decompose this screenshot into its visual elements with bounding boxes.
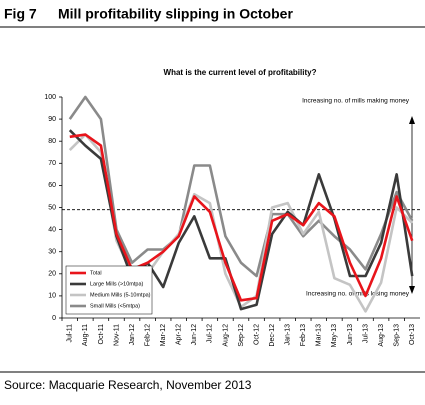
figure-label: Fig 7 — [4, 6, 37, 22]
annotation: Increasing no. of mills losing money — [306, 291, 410, 298]
x-tick-label: Jul-11 — [67, 324, 74, 343]
x-tick-label: Jun-12 — [191, 324, 198, 346]
y-tick-label: 90 — [48, 116, 56, 123]
x-tick-label: Jul-12 — [207, 324, 214, 343]
legend-label: Total — [90, 270, 102, 276]
series-line — [69, 133, 414, 302]
y-tick-label: 50 — [48, 204, 56, 211]
x-tick-label: Apr-12 — [176, 324, 183, 345]
x-tick-label: Jun-13 — [347, 324, 354, 346]
legend-label: Large Mills (>10mtpa) — [90, 281, 144, 287]
x-tick-label: Jan-12 — [129, 324, 136, 346]
y-tick-label: 80 — [48, 138, 56, 145]
chart-title: Mill profitability slipping in October — [58, 6, 293, 22]
x-tick-label: Mar-13 — [316, 324, 323, 346]
x-tick-label: Dec-12 — [269, 324, 276, 347]
source: Source: Macquarie Research, November 201… — [4, 378, 252, 392]
y-tick-label: 10 — [48, 293, 56, 300]
x-tick-label: Sep-12 — [238, 324, 245, 347]
x-tick-label: Feb-13 — [300, 324, 307, 346]
annotation: Increasing no. of mills making money — [302, 98, 410, 105]
x-tick-label: Feb-12 — [144, 324, 151, 346]
arrow-head — [409, 116, 415, 124]
y-tick-label: 60 — [48, 182, 56, 189]
x-tick-label: Jul-13 — [362, 324, 369, 343]
y-tick-label: 70 — [48, 160, 56, 167]
y-tick-label: 100 — [44, 94, 56, 101]
x-tick-label: Oct-11 — [98, 324, 105, 345]
legend-label: Small Mills (<5mtpa) — [90, 303, 140, 309]
x-tick-label: Oct-13 — [409, 324, 416, 345]
x-tick-label: Sep-13 — [393, 324, 400, 347]
series-line — [68, 95, 414, 278]
x-tick-label: Aug-13 — [378, 324, 385, 347]
y-tick-label: 30 — [48, 249, 56, 256]
x-tick-label: Aug-11 — [82, 324, 89, 346]
arrow-head — [409, 286, 415, 294]
chart-subtitle: What is the current level of profitabili… — [164, 68, 317, 77]
x-tick-label: Mar-12 — [160, 324, 167, 346]
y-tick-label: 20 — [48, 271, 56, 278]
y-tick-label: 40 — [48, 226, 56, 233]
x-tick-label: Jan-13 — [285, 324, 292, 346]
y-tick-label: 0 — [52, 315, 56, 322]
x-tick-label: May-13 — [331, 324, 338, 347]
legend-label: Medium Mills (5-10mtpa) — [90, 292, 151, 298]
x-tick-label: Aug-12 — [222, 324, 229, 347]
x-tick-label: Nov-11 — [113, 324, 120, 346]
x-tick-label: Oct-12 — [253, 324, 260, 345]
